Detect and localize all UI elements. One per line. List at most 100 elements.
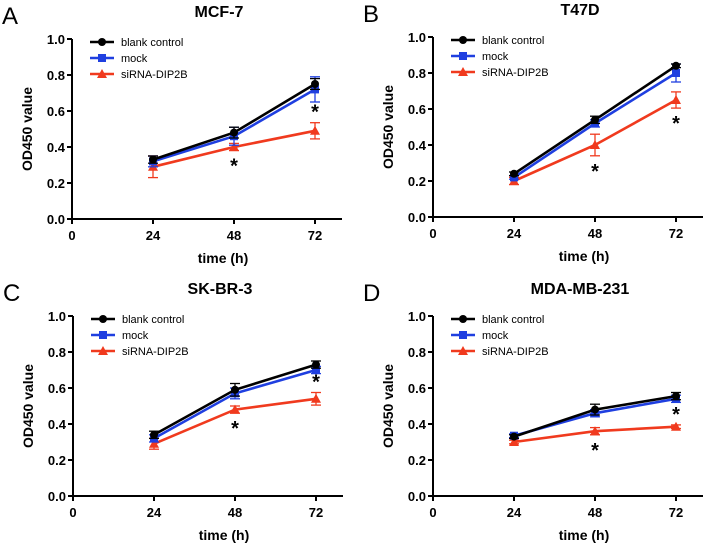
legend-item: mock	[451, 330, 509, 342]
legend-marker	[99, 315, 107, 323]
y-tick-label: 0.0	[408, 210, 426, 225]
data-point	[590, 140, 600, 149]
significance-star: *	[311, 102, 319, 124]
chart-title: T47D	[560, 2, 599, 19]
x-tick-label: 0	[69, 505, 76, 520]
legend-item: siRNA-DIP2B	[451, 346, 549, 358]
y-tick-label: 0.8	[408, 66, 426, 81]
chart-panel-D: D MDA-MB-231 0.0 0.2 0.4 0.6 0.8 1.0 0 24 48 72 time…	[363, 280, 703, 543]
legend-marker	[459, 331, 467, 339]
x-tick-label: 48	[588, 505, 602, 520]
y-tick-label: 0.4	[408, 138, 427, 153]
legend-marker	[458, 346, 468, 355]
legend-item: mock	[451, 51, 509, 63]
x-tick-label: 0	[68, 228, 75, 243]
data-point	[230, 404, 240, 414]
series-blank-control	[509, 61, 681, 178]
chart-title: MCF-7	[195, 4, 244, 21]
data-point	[311, 393, 321, 403]
x-tick-label: 24	[147, 505, 162, 520]
series-sirna-dip2b	[509, 421, 681, 446]
x-axis-label: time (h)	[199, 527, 250, 543]
x-tick-label: 0	[429, 226, 436, 241]
legend-item: blank control	[451, 314, 544, 326]
significance-star: *	[231, 418, 239, 440]
panel-label: A	[2, 3, 18, 30]
data-point	[312, 360, 320, 369]
x-tick-label: 48	[227, 228, 241, 243]
legend-item: mock	[90, 53, 148, 65]
legend-label: siRNA-DIP2B	[482, 67, 549, 79]
legend-item: blank control	[90, 37, 183, 49]
significance-star: *	[672, 404, 680, 426]
legend-marker	[98, 38, 106, 46]
legend-item: siRNA-DIP2B	[90, 69, 188, 81]
panel-label: C	[3, 280, 20, 307]
series-blank-control	[148, 77, 320, 164]
x-tick-label: 0	[429, 505, 436, 520]
chart-title: MDA-MB-231	[531, 281, 630, 298]
y-tick-label: 0.8	[47, 68, 65, 83]
y-tick-label: 0.4	[47, 140, 66, 155]
legend-label: blank control	[482, 314, 544, 326]
y-tick-label: 0.0	[48, 489, 66, 504]
legend-marker	[99, 331, 107, 339]
panel-label: B	[363, 1, 379, 28]
data-point	[672, 69, 680, 77]
y-tick-label: 0.6	[408, 102, 426, 117]
y-tick-label: 1.0	[47, 32, 65, 47]
y-axis-label: OD450 value	[20, 364, 36, 448]
x-tick-label: 48	[228, 505, 242, 520]
y-tick-label: 0.2	[47, 176, 65, 191]
legend-label: mock	[122, 330, 149, 342]
legend-label: siRNA-DIP2B	[122, 346, 189, 358]
legend-item: siRNA-DIP2B	[451, 67, 549, 79]
data-point	[312, 366, 320, 374]
legend-label: siRNA-DIP2B	[482, 346, 549, 358]
chart-title: SK-BR-3	[188, 281, 253, 298]
x-axis-label: time (h)	[559, 527, 610, 543]
data-point	[671, 95, 681, 104]
series-blank-control	[149, 360, 321, 440]
x-tick-label: 24	[507, 226, 522, 241]
data-point	[509, 437, 519, 446]
legend-item: siRNA-DIP2B	[91, 346, 189, 358]
legend-label: blank control	[121, 37, 183, 49]
x-tick-label: 72	[309, 505, 323, 520]
y-tick-label: 0.6	[408, 381, 426, 396]
x-tick-label: 24	[507, 505, 522, 520]
legend-marker	[98, 54, 106, 62]
legend-item: mock	[91, 330, 149, 342]
y-tick-label: 0.8	[408, 345, 426, 360]
significance-star: *	[672, 113, 680, 135]
x-axis-label: time (h)	[198, 250, 249, 266]
data-point	[672, 61, 680, 70]
significance-star: *	[591, 440, 599, 462]
data-point	[231, 385, 239, 394]
data-point	[229, 142, 239, 151]
y-axis-label: OD450 value	[380, 85, 396, 169]
data-point	[510, 169, 518, 178]
y-tick-label: 0.0	[408, 489, 426, 504]
data-point	[230, 128, 238, 137]
data-point	[149, 155, 157, 164]
y-tick-label: 1.0	[408, 30, 426, 45]
legend-label: mock	[482, 51, 509, 63]
y-tick-label: 0.4	[48, 417, 67, 432]
x-tick-label: 72	[669, 226, 683, 241]
legend-marker	[98, 346, 108, 355]
legend-label: blank control	[122, 314, 184, 326]
y-tick-label: 0.6	[48, 381, 66, 396]
x-axis-label: time (h)	[559, 248, 610, 264]
legend-label: siRNA-DIP2B	[121, 69, 188, 81]
legend-marker	[459, 315, 467, 323]
y-tick-label: 1.0	[408, 309, 426, 324]
legend-marker	[459, 52, 467, 60]
y-tick-label: 0.2	[408, 174, 426, 189]
y-tick-label: 0.0	[47, 212, 65, 227]
legend-marker	[97, 69, 107, 78]
data-point	[150, 430, 158, 439]
legend-label: mock	[482, 330, 509, 342]
data-point	[671, 421, 681, 431]
